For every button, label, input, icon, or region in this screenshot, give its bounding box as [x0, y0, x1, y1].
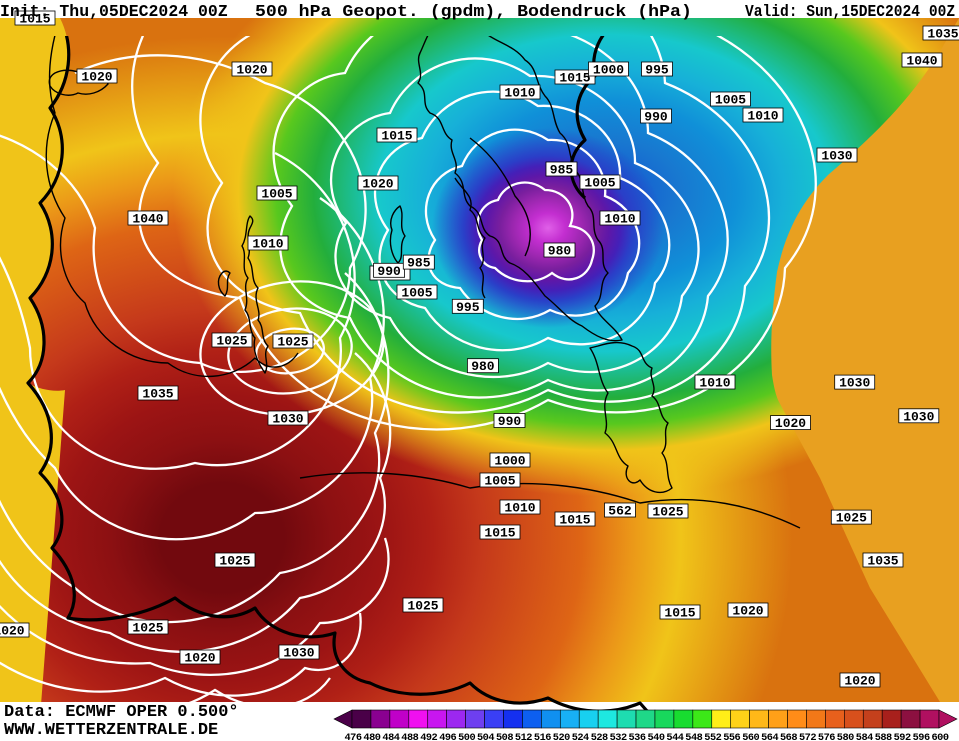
- svg-text:1010: 1010: [699, 376, 730, 391]
- svg-text:600: 600: [932, 732, 949, 741]
- svg-text:990: 990: [498, 414, 522, 429]
- svg-text:512: 512: [515, 732, 532, 741]
- svg-text:1030: 1030: [283, 646, 314, 661]
- svg-text:1015: 1015: [559, 513, 590, 528]
- svg-text:596: 596: [913, 732, 930, 741]
- svg-text:1040: 1040: [906, 54, 937, 69]
- svg-text:588: 588: [875, 732, 892, 741]
- svg-text:572: 572: [799, 732, 816, 741]
- svg-text:995: 995: [645, 63, 669, 78]
- svg-text:548: 548: [685, 732, 702, 741]
- svg-text:1020: 1020: [236, 63, 267, 78]
- svg-text:492: 492: [420, 732, 437, 741]
- svg-text:1025: 1025: [652, 505, 683, 520]
- svg-text:1025: 1025: [216, 334, 247, 349]
- svg-text:1010: 1010: [504, 501, 535, 516]
- svg-text:1020: 1020: [844, 674, 875, 689]
- svg-text:1035: 1035: [867, 554, 898, 569]
- svg-text:552: 552: [704, 732, 721, 741]
- svg-text:1010: 1010: [504, 86, 535, 101]
- svg-text:1030: 1030: [839, 376, 870, 391]
- svg-text:1015: 1015: [664, 606, 695, 621]
- svg-text:1020: 1020: [362, 177, 393, 192]
- svg-text:1010: 1010: [747, 109, 778, 124]
- svg-text:990: 990: [644, 110, 668, 125]
- svg-text:562: 562: [608, 504, 632, 519]
- svg-text:1025: 1025: [219, 554, 250, 569]
- svg-text:1025: 1025: [132, 621, 163, 636]
- svg-text:1020: 1020: [732, 604, 763, 619]
- svg-text:1030: 1030: [821, 149, 852, 164]
- svg-text:540: 540: [648, 732, 665, 741]
- svg-text:1025: 1025: [407, 599, 438, 614]
- svg-text:484: 484: [382, 732, 399, 741]
- svg-text:520: 520: [553, 732, 570, 741]
- svg-text:1005: 1005: [484, 474, 515, 489]
- svg-text:1030: 1030: [272, 412, 303, 427]
- svg-text:1020: 1020: [81, 70, 112, 85]
- svg-text:1020: 1020: [184, 651, 215, 666]
- svg-text:985: 985: [407, 256, 431, 271]
- svg-text:564: 564: [761, 732, 778, 741]
- svg-text:504: 504: [477, 732, 494, 741]
- svg-text:1020: 1020: [775, 416, 806, 431]
- svg-text:1035: 1035: [927, 27, 958, 42]
- svg-text:1030: 1030: [903, 409, 934, 424]
- svg-text:1040: 1040: [132, 212, 163, 227]
- svg-text:496: 496: [439, 732, 456, 741]
- svg-text:985: 985: [550, 163, 574, 178]
- svg-text:1005: 1005: [584, 176, 615, 191]
- svg-text:584: 584: [856, 732, 873, 741]
- svg-text:1005: 1005: [715, 93, 746, 108]
- svg-text:536: 536: [629, 732, 646, 741]
- svg-text:516: 516: [534, 732, 551, 741]
- svg-text:1010: 1010: [252, 237, 283, 252]
- svg-text:544: 544: [666, 732, 683, 741]
- svg-text:1020: 1020: [0, 624, 25, 639]
- svg-text:476: 476: [345, 732, 362, 741]
- svg-text:990: 990: [377, 264, 401, 279]
- svg-text:1025: 1025: [277, 335, 308, 350]
- svg-text:1015: 1015: [484, 526, 515, 541]
- svg-text:1005: 1005: [401, 286, 432, 301]
- svg-text:488: 488: [401, 732, 418, 741]
- svg-text:980: 980: [548, 244, 572, 259]
- svg-text:568: 568: [780, 732, 797, 741]
- svg-text:1035: 1035: [142, 387, 173, 402]
- svg-text:1005: 1005: [261, 187, 292, 202]
- svg-text:580: 580: [837, 732, 854, 741]
- svg-text:576: 576: [818, 732, 835, 741]
- svg-text:1000: 1000: [494, 454, 525, 469]
- svg-text:995: 995: [456, 300, 480, 315]
- svg-text:1015: 1015: [559, 71, 590, 86]
- svg-text:532: 532: [610, 732, 627, 741]
- svg-text:592: 592: [894, 732, 911, 741]
- svg-text:1010: 1010: [604, 212, 635, 227]
- svg-text:980: 980: [471, 359, 495, 374]
- svg-text:500: 500: [458, 732, 475, 741]
- svg-text:560: 560: [742, 732, 759, 741]
- svg-text:1015: 1015: [381, 129, 412, 144]
- svg-text:480: 480: [363, 732, 380, 741]
- svg-text:528: 528: [591, 732, 608, 741]
- svg-text:1000: 1000: [593, 63, 624, 78]
- svg-text:1025: 1025: [836, 511, 867, 526]
- svg-text:556: 556: [723, 732, 740, 741]
- svg-text:508: 508: [496, 732, 513, 741]
- svg-text:524: 524: [572, 732, 589, 741]
